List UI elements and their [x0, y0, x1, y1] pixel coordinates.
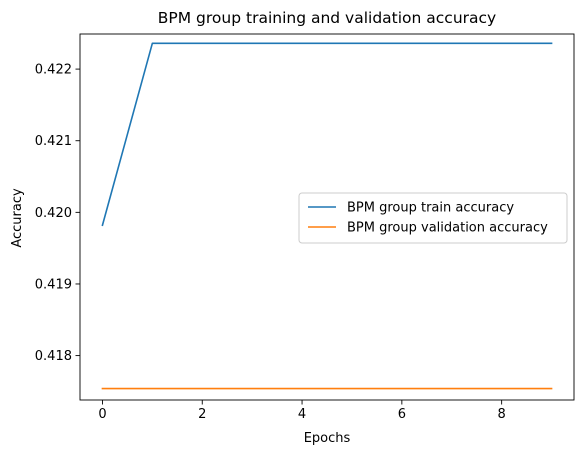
- x-tick-label: 8: [498, 407, 506, 422]
- plot-area: [79, 33, 575, 401]
- y-tick-label: 0.418: [35, 349, 72, 364]
- x-axis-ticks: 0 2 4 6 8: [98, 400, 506, 422]
- x-tick-label: 6: [398, 407, 406, 422]
- y-axis-ticks: 0.418 0.419 0.420 0.421 0.422: [35, 63, 80, 364]
- axes-frame: [79, 33, 575, 401]
- legend-box: [298, 192, 568, 244]
- series-line-train: [101, 42, 553, 227]
- chart-title: BPM group training and validation accura…: [158, 9, 496, 27]
- x-axis-label: Epochs: [304, 431, 351, 446]
- y-axis-label: Accuracy: [10, 188, 25, 248]
- x-tick-label: 4: [298, 407, 306, 422]
- y-tick-label: 0.419: [35, 277, 72, 292]
- y-tick-label: 0.422: [35, 63, 72, 78]
- y-tick-label: 0.420: [35, 206, 72, 221]
- legend-label-validation: BPM group validation accuracy: [347, 221, 548, 236]
- x-tick-label: 0: [98, 407, 106, 422]
- x-tick-label: 2: [198, 407, 206, 422]
- chart-legend: BPM group train accuracy BPM group valida…: [298, 192, 568, 244]
- legend-label-train: BPM group train accuracy: [347, 201, 514, 216]
- y-tick-label: 0.421: [35, 134, 72, 149]
